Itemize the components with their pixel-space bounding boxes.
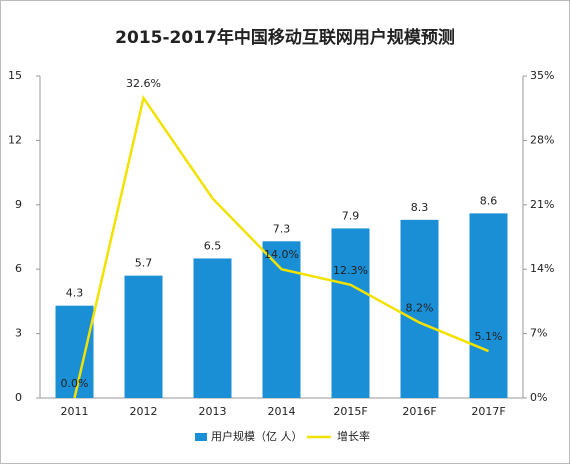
line-label: 5.1% bbox=[475, 330, 503, 343]
chart-title: 2015-2017年中国移动互联网用户规模预测 bbox=[115, 27, 455, 48]
y2-tick-label: 7% bbox=[530, 327, 547, 340]
bar-label: 6.5 bbox=[204, 239, 222, 252]
y2-tick-label: 21% bbox=[530, 198, 554, 211]
bar-label: 4.3 bbox=[66, 287, 84, 300]
legend-label: 用户规模（亿 人） bbox=[211, 429, 303, 443]
bar bbox=[400, 219, 439, 398]
y2-tick-label: 0% bbox=[530, 391, 547, 404]
bar bbox=[262, 241, 301, 398]
x-tick-label: 2011 bbox=[61, 405, 89, 418]
x-tick-label: 2013 bbox=[199, 405, 227, 418]
line-label: 8.2% bbox=[406, 302, 434, 315]
bar-label: 8.3 bbox=[411, 201, 429, 214]
bar bbox=[55, 305, 94, 398]
y2-tick-label: 28% bbox=[530, 133, 554, 146]
y-tick-label: 9 bbox=[15, 198, 22, 211]
x-tick-label: 2012 bbox=[130, 405, 158, 418]
y2-tick-label: 14% bbox=[530, 262, 554, 275]
y-tick-label: 15 bbox=[8, 69, 22, 82]
y-tick-label: 6 bbox=[15, 262, 22, 275]
line-label: 0.0% bbox=[61, 377, 89, 390]
y-tick-label: 0 bbox=[15, 391, 22, 404]
bar bbox=[331, 228, 370, 398]
line-label: 14.0% bbox=[264, 248, 299, 261]
bar-label: 8.6 bbox=[480, 194, 498, 207]
line bbox=[73, 95, 489, 399]
legend-label: 增长率 bbox=[337, 429, 370, 443]
line-label: 12.3% bbox=[333, 264, 368, 277]
bar-label: 5.7 bbox=[135, 257, 153, 270]
bar bbox=[469, 213, 508, 398]
bar bbox=[193, 258, 232, 398]
y-tick-label: 3 bbox=[15, 327, 22, 340]
bar-label: 7.9 bbox=[342, 209, 360, 222]
x-tick-label: 2015F bbox=[333, 405, 367, 418]
y2-tick-label: 35% bbox=[530, 69, 554, 82]
y-tick-label: 12 bbox=[8, 133, 22, 146]
legend-swatch bbox=[195, 433, 207, 441]
bar bbox=[124, 275, 163, 398]
x-tick-label: 2016F bbox=[402, 405, 436, 418]
line-label: 32.6% bbox=[126, 77, 161, 90]
x-tick-label: 2014 bbox=[268, 405, 296, 418]
x-tick-label: 2017F bbox=[471, 405, 505, 418]
bar-label: 7.3 bbox=[273, 222, 291, 235]
